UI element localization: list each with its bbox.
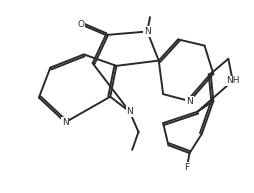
Text: O: O <box>78 20 85 29</box>
Text: N: N <box>144 27 151 36</box>
Text: F: F <box>184 163 189 172</box>
Text: NH: NH <box>226 76 240 85</box>
Text: N: N <box>186 97 193 106</box>
Text: N: N <box>126 107 133 116</box>
Text: N: N <box>62 118 69 127</box>
